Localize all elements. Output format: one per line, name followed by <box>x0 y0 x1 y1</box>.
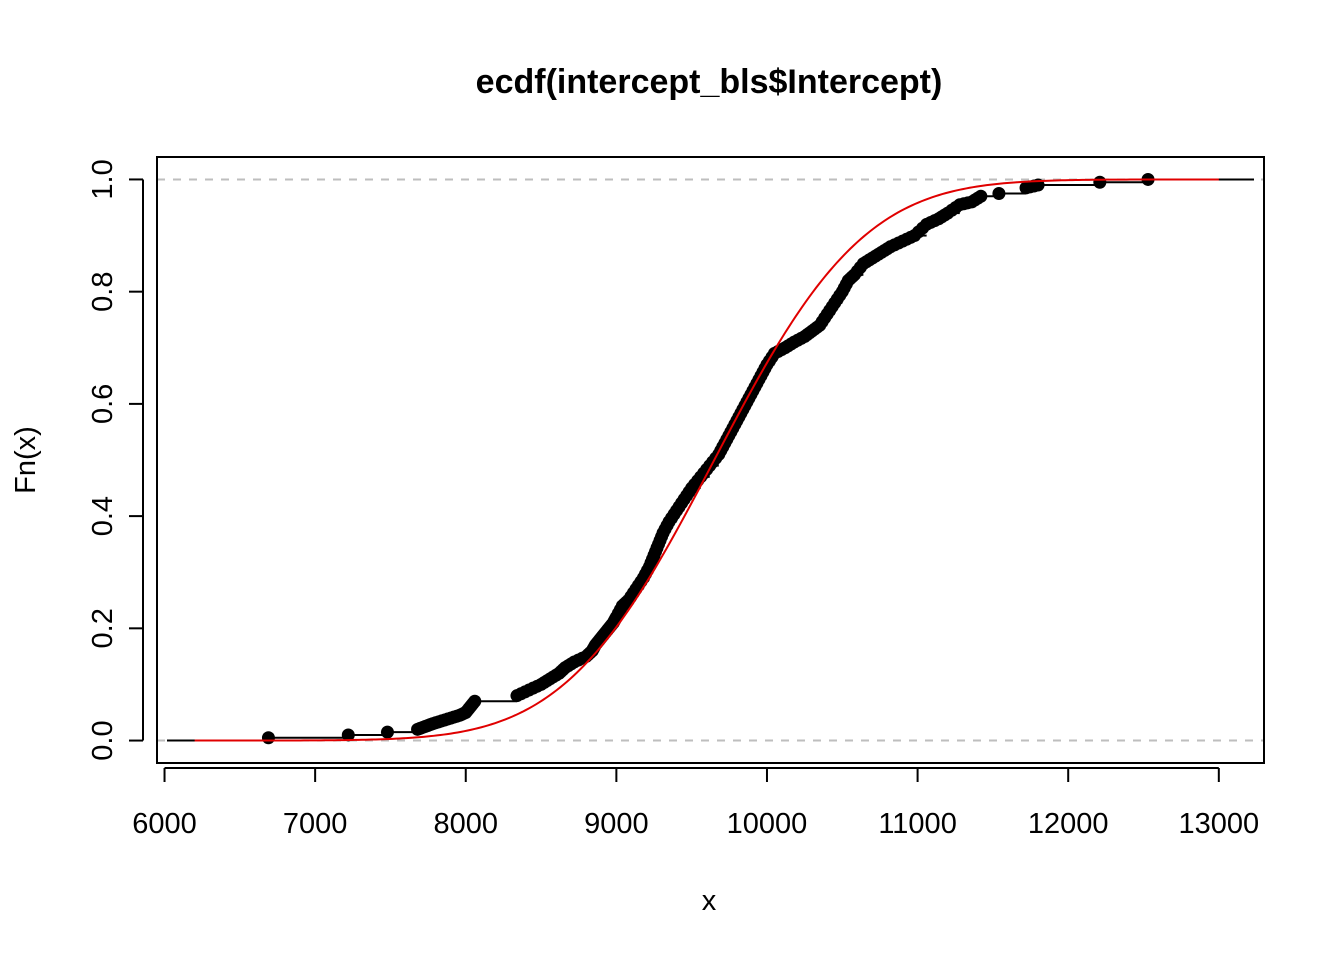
y-tick-label: 0.6 <box>87 384 119 424</box>
ecdf-points <box>261 172 1155 745</box>
y-tick-label: 0.2 <box>87 608 119 648</box>
x-tick-label: 13000 <box>1178 808 1259 840</box>
x-tick-label: 11000 <box>878 808 957 840</box>
fitted-cdf-curve <box>194 178 1219 742</box>
x-axis-label: x <box>702 885 717 917</box>
x-tick-label: 6000 <box>132 808 197 840</box>
ecdf-point <box>261 731 275 745</box>
ecdf-point <box>341 728 355 742</box>
x-tick-label: 10000 <box>727 808 808 840</box>
ecdf-point <box>380 725 394 739</box>
plot-frame <box>156 156 1265 764</box>
y-tick-label: 1.0 <box>87 159 119 199</box>
x-axis: 6000 7000 8000 9000 10000 11000 12000 13000 <box>132 767 1259 840</box>
x-tick-label: 8000 <box>433 808 498 840</box>
x-tick-label: 7000 <box>283 808 348 840</box>
ecdf-point <box>1093 175 1107 189</box>
ecdf-point <box>992 186 1006 200</box>
y-tick-label: 0.0 <box>87 720 119 760</box>
ecdf-point <box>468 694 482 708</box>
y-tick-label: 0.4 <box>87 496 119 536</box>
y-axis-label: Fn(x) <box>10 426 42 494</box>
chart-title: ecdf(intercept_bls$Intercept) <box>476 63 943 101</box>
ecdf-point <box>974 189 988 203</box>
x-tick-label: 12000 <box>1028 808 1109 840</box>
y-tick-label: 0.8 <box>87 272 119 312</box>
x-tick-label: 9000 <box>584 808 649 840</box>
y-axis: 0.0 0.2 0.4 0.6 0.8 1.0 <box>87 159 144 761</box>
